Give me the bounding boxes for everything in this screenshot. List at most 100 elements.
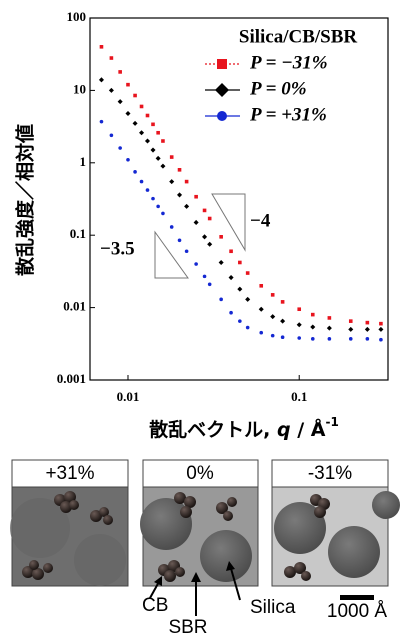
data-point — [297, 307, 301, 311]
y-tick-label: 0.001 — [57, 371, 86, 386]
silica — [328, 526, 380, 578]
data-point — [328, 337, 332, 341]
data-point — [259, 284, 263, 288]
data-point — [246, 326, 250, 330]
x-label-var: q — [277, 419, 291, 441]
data-point — [327, 326, 332, 331]
scale-bar — [340, 595, 374, 600]
data-point — [150, 148, 155, 153]
data-point — [184, 204, 189, 209]
panel-label: -31% — [308, 463, 352, 484]
data-point — [328, 316, 332, 320]
data-point — [118, 70, 122, 74]
panel-label: 0% — [186, 463, 214, 484]
slope-annotation: −3.5 — [100, 238, 135, 259]
legend-marker — [217, 111, 227, 121]
data-point — [202, 234, 207, 239]
legend-title: Silica/CB/SBR — [239, 26, 358, 47]
data-point — [219, 235, 223, 239]
page: {"chart_data": {"type": "scatter", "x": … — [0, 0, 404, 638]
data-point — [349, 319, 353, 323]
data-point — [170, 155, 174, 159]
data-point — [311, 337, 315, 341]
y-tick-label: 0.01 — [63, 299, 86, 314]
data-point — [311, 313, 315, 317]
data-point — [109, 88, 114, 93]
data-point — [169, 179, 174, 184]
data-point — [140, 105, 144, 109]
data-point — [366, 321, 370, 325]
data-point — [208, 217, 212, 221]
data-point — [297, 322, 302, 327]
data-point — [151, 197, 155, 201]
silica — [200, 530, 252, 582]
data-point — [271, 293, 275, 297]
data-point — [194, 262, 198, 266]
y-tick-label: 1 — [80, 154, 87, 169]
data-point — [146, 188, 150, 192]
data-point — [185, 180, 189, 184]
silica — [140, 498, 192, 550]
silica — [74, 534, 126, 586]
label: Silica — [250, 597, 296, 618]
legend-label: P = 0% — [249, 78, 307, 99]
data-point — [185, 249, 189, 253]
data-point — [348, 327, 353, 332]
x-tick-label: 0.01 — [117, 389, 140, 404]
scale-label: 1000 Å — [327, 601, 388, 622]
x-label-sup: -1 — [325, 415, 338, 429]
y-tick-label: 100 — [67, 9, 87, 24]
data-point — [139, 130, 144, 135]
y-tick-label: 10 — [73, 81, 86, 96]
data-point — [99, 77, 104, 82]
data-point — [229, 275, 234, 280]
x-tick-label: 0.1 — [291, 389, 307, 404]
data-point — [203, 275, 207, 279]
data-point — [151, 123, 155, 127]
data-point — [145, 138, 150, 143]
slope-guide — [212, 194, 245, 250]
data-point — [229, 249, 233, 253]
data-point — [125, 111, 130, 116]
data-point — [219, 298, 223, 302]
data-point — [379, 322, 383, 326]
x-label-text: 散乱ベクトル, — [149, 418, 277, 441]
data-point — [310, 324, 315, 329]
data-point — [110, 56, 114, 60]
legend-marker — [215, 83, 229, 97]
data-point — [118, 146, 122, 150]
data-point — [156, 131, 160, 135]
data-point — [178, 168, 182, 172]
data-point — [203, 209, 207, 213]
data-point — [365, 327, 370, 332]
data-point — [229, 311, 233, 315]
data-point — [238, 319, 242, 323]
data-point — [259, 307, 264, 312]
data-point — [270, 314, 275, 319]
slope-annotation: −4 — [250, 210, 271, 231]
y-axis-label: 散乱強度／相対値 — [14, 124, 37, 276]
slope-guide — [155, 232, 188, 278]
panel: +31% — [10, 460, 128, 586]
data-point — [281, 300, 285, 304]
data-point — [170, 225, 174, 229]
data-point — [378, 327, 383, 332]
data-point — [281, 335, 285, 339]
data-point — [194, 220, 199, 225]
label: CB — [142, 595, 168, 616]
data-point — [140, 180, 144, 184]
data-point — [126, 83, 130, 87]
data-point — [237, 287, 242, 292]
data-point — [110, 133, 114, 137]
plot-frame — [90, 18, 388, 380]
data-point — [156, 205, 160, 209]
data-point — [238, 261, 242, 265]
data-point — [161, 139, 165, 143]
panel-label: +31% — [45, 463, 94, 484]
data-point — [379, 338, 383, 342]
data-point — [246, 271, 250, 275]
data-point — [133, 94, 137, 98]
data-point — [160, 164, 165, 169]
y-tick-label: 0.1 — [70, 226, 86, 241]
data-point — [349, 337, 353, 341]
